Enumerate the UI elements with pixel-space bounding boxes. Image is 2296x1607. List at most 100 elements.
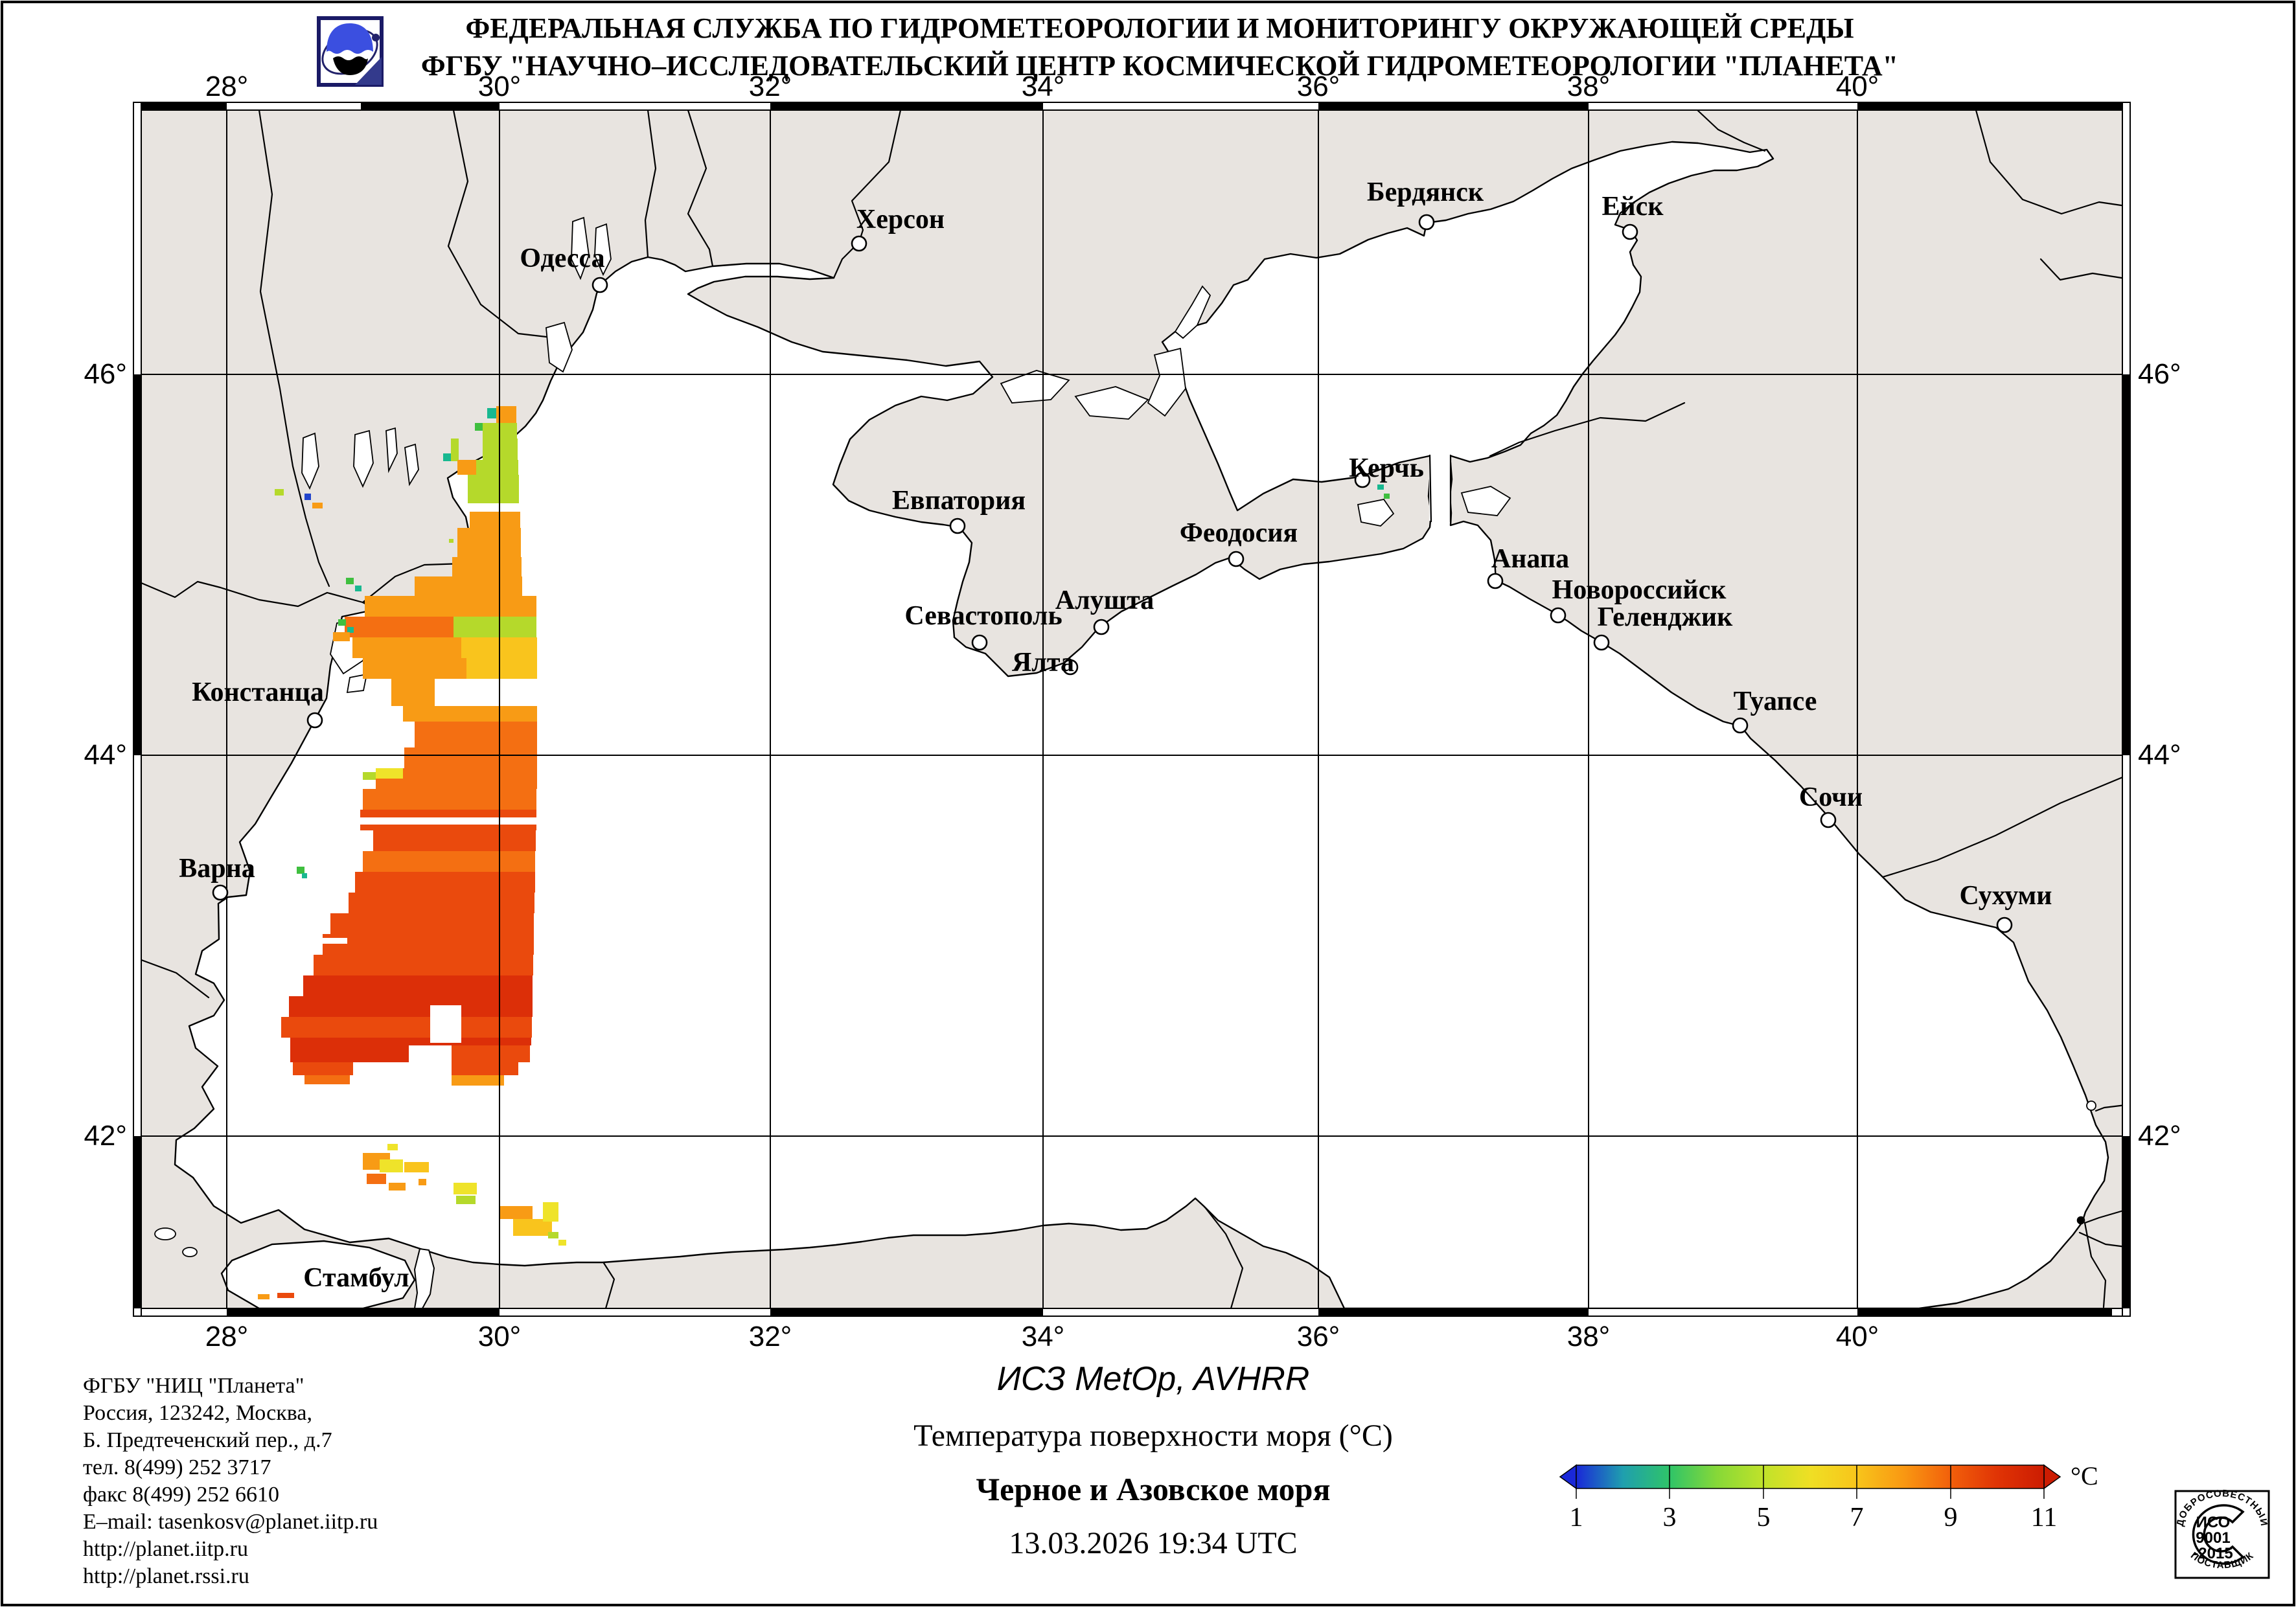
sst-cell (258, 1294, 270, 1299)
city-label: Анапа (1491, 544, 1569, 574)
city-label: Керчь (1349, 453, 1424, 483)
sst-cell (487, 408, 496, 418)
product-label: Температура поверхности моря (°C) (913, 1419, 1393, 1453)
city-label: Ялта (1012, 648, 1074, 678)
city-label: Констанца (192, 678, 324, 707)
lon-label-top: 38° (1567, 71, 1611, 102)
sst-cell (499, 1206, 533, 1219)
city-label: Одесса (520, 244, 604, 273)
lon-label-bottom: 36° (1297, 1321, 1340, 1352)
city-labels: Одесса Херсон Бердянск Ейск Евпатория Ке… (179, 177, 2052, 1293)
lat-label-left: 44° (84, 739, 127, 771)
sst-cell (367, 1174, 386, 1184)
city-label: Сочи (1799, 782, 1863, 812)
sst-cell (275, 489, 284, 496)
city-label: Стамбул (303, 1263, 409, 1293)
region-label: Черное и Азовское моря (976, 1471, 1330, 1507)
sst-cell (289, 996, 533, 1017)
lon-label-top: 40° (1836, 71, 1879, 102)
sst-cell (297, 867, 304, 874)
org-line: Россия, 123242, Москва, (83, 1401, 312, 1425)
sst-cell (303, 975, 533, 996)
sst-cell (363, 658, 466, 679)
sst-cell (456, 1196, 476, 1204)
header-title-line1: ФЕДЕРАЛЬНАЯ СЛУЖБА ПО ГИДРОМЕТЕОРОЛОГИИ … (465, 12, 1854, 44)
lat-label-left: 42° (84, 1120, 127, 1152)
sst-cell (345, 617, 453, 637)
colorbar-tick: 7 (1850, 1503, 1864, 1533)
lon-label-top: 28° (205, 71, 249, 102)
sst-cell (363, 789, 536, 810)
sst-cell (449, 539, 453, 543)
sst-cell (349, 893, 534, 913)
sst-cell (314, 938, 347, 944)
sst-cell (404, 747, 537, 768)
sst-cell (333, 632, 350, 641)
axis-labels: 28° 30° 32° 34° 36° 38° 40° 28° 30° 32° … (84, 71, 2181, 1352)
graticule (141, 110, 2122, 1308)
sst-cell (476, 460, 518, 475)
lon-label-bottom: 40° (1836, 1321, 1879, 1352)
org-line: http://planet.rssi.ru (83, 1564, 249, 1588)
sst-cell (360, 817, 538, 825)
city-label: Туапсе (1734, 687, 1817, 716)
org-line: http://planet.iitp.ru (83, 1537, 248, 1561)
sst-cell (470, 512, 520, 528)
sst-cell (352, 637, 461, 658)
sst-cell (376, 768, 403, 779)
colorbar: 1 3 5 7 9 11 °C (1559, 1461, 2098, 1533)
lon-label-top: 34° (1022, 71, 1065, 102)
planeta-logo-icon (317, 16, 384, 87)
sst-cell (391, 679, 435, 706)
sst-cell (290, 1045, 409, 1062)
sst-cell (347, 627, 354, 633)
city-label: Новороссийск (1552, 575, 1727, 605)
colorbar-unit: °C (2071, 1461, 2098, 1490)
sst-cell (365, 596, 536, 617)
sst-cell (404, 1162, 429, 1172)
kerch-strait (1429, 453, 1452, 523)
city-label: Евпатория (892, 486, 1026, 516)
lat-label-right: 42° (2138, 1120, 2181, 1152)
sst-cell (387, 1144, 398, 1150)
city-label: Феодосия (1180, 518, 1298, 548)
org-line: E–mail: tasenkosv@planet.iitp.ru (83, 1510, 378, 1534)
lon-label-top: 36° (1297, 71, 1340, 102)
org-line: факс 8(499) 252 6610 (83, 1483, 279, 1507)
sst-cell (304, 1075, 350, 1084)
lat-label-left: 46° (84, 358, 127, 390)
sst-cell (389, 1183, 406, 1191)
lat-label-right: 46° (2138, 358, 2181, 390)
city-label: Геленджик (1598, 602, 1733, 632)
iso-line1: ИСО (2196, 1514, 2231, 1531)
org-line: ФГБУ "НИЦ "Планета" (83, 1374, 304, 1398)
colorbar-tick: 5 (1757, 1503, 1771, 1533)
sst-cell (338, 619, 346, 626)
sst-cell (363, 772, 376, 780)
header: ФЕДЕРАЛЬНАЯ СЛУЖБА ПО ГИДРОМЕТЕОРОЛОГИИ … (317, 12, 1898, 87)
sst-cell (468, 475, 519, 503)
org-line: Б. Предтеченский пер., д.7 (83, 1428, 332, 1452)
sst-cell (312, 503, 323, 508)
city-label: Севастополь (904, 601, 1062, 631)
sst-cell (452, 1075, 504, 1086)
sst-cell (355, 586, 362, 591)
header-title-line2: ФГБУ "НАУЧНО–ИССЛЕДОВАТЕЛЬСКИЙ ЦЕНТР КОС… (421, 50, 1898, 82)
sst-cell (451, 439, 459, 461)
colorbar-tick: 11 (2031, 1503, 2057, 1533)
sst-cell (314, 955, 533, 975)
sst-cell (1377, 484, 1384, 490)
sst-cell (304, 494, 311, 500)
datetime-label: 13.03.2026 19:34 UTC (1009, 1526, 1297, 1560)
sst-cell (452, 557, 522, 576)
lon-label-top: 32° (749, 71, 792, 102)
sst-cell (281, 1017, 532, 1038)
colorbar-tick: 9 (1944, 1503, 1958, 1533)
sst-cell (452, 1045, 530, 1062)
city-label: Варна (179, 854, 255, 883)
sst-cell (373, 830, 536, 851)
sst-cell (543, 1202, 558, 1222)
sst-cell (435, 679, 537, 706)
city-label: Херсон (856, 205, 945, 234)
